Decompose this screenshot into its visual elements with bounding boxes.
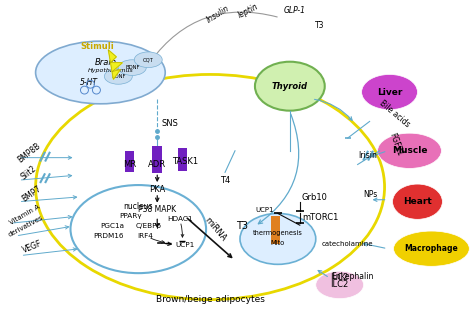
Text: C/EBPβ: C/EBPβ: [135, 223, 161, 229]
Text: ILC2: ILC2: [330, 273, 349, 282]
Text: leptin: leptin: [236, 2, 260, 20]
Ellipse shape: [392, 184, 442, 219]
Ellipse shape: [393, 231, 469, 266]
Text: T4: T4: [220, 176, 230, 185]
Text: PRDM16: PRDM16: [93, 233, 124, 239]
Polygon shape: [109, 50, 122, 79]
Text: Hypothalamus: Hypothalamus: [88, 68, 133, 73]
Text: IRF4: IRF4: [137, 233, 153, 239]
Bar: [152, 146, 162, 173]
Text: BMP8B: BMP8B: [16, 141, 42, 164]
Text: FGF21: FGF21: [388, 132, 404, 158]
Ellipse shape: [378, 133, 441, 168]
Text: catecholamine: catecholamine: [322, 241, 374, 247]
Text: Liver: Liver: [377, 88, 402, 97]
Text: VEGF: VEGF: [21, 239, 44, 255]
Text: T3: T3: [315, 21, 325, 30]
Bar: [271, 216, 280, 244]
Text: Brown/beige adipocytes: Brown/beige adipocytes: [155, 295, 264, 304]
Text: thermogenesis: thermogenesis: [253, 230, 303, 236]
Ellipse shape: [36, 41, 165, 104]
Text: ILC2: ILC2: [330, 280, 349, 290]
Text: Grb10: Grb10: [302, 193, 328, 202]
Text: Brain: Brain: [94, 58, 117, 67]
Text: Macrophage: Macrophage: [404, 244, 458, 253]
Text: CQT: CQT: [143, 57, 154, 62]
Ellipse shape: [118, 60, 146, 75]
Text: Muscle: Muscle: [392, 146, 427, 155]
Text: SNS: SNS: [162, 119, 179, 128]
Text: UCP1: UCP1: [255, 207, 274, 213]
Text: nucleus: nucleus: [124, 202, 153, 211]
Text: Thyroid: Thyroid: [272, 82, 308, 91]
Text: BMP7: BMP7: [20, 185, 43, 204]
Text: miRNA: miRNA: [202, 215, 228, 243]
Text: BDNF: BDNF: [111, 74, 126, 79]
Text: T3: T3: [236, 221, 248, 231]
Text: Irisin: Irisin: [359, 151, 378, 160]
Ellipse shape: [240, 213, 316, 264]
Text: Mito: Mito: [271, 240, 285, 246]
Bar: [125, 151, 134, 172]
Text: P38 MAPK: P38 MAPK: [138, 205, 176, 214]
Text: Slit2: Slit2: [19, 164, 38, 182]
Text: BDNF: BDNF: [125, 65, 139, 70]
Text: TASK1: TASK1: [172, 157, 198, 166]
Text: MR: MR: [123, 160, 136, 169]
Text: PKA: PKA: [149, 185, 165, 194]
Text: derivatives: derivatives: [8, 214, 45, 238]
Ellipse shape: [316, 271, 364, 299]
Text: Stimuli: Stimuli: [81, 42, 114, 51]
Text: NPs: NPs: [364, 190, 378, 199]
Text: 5-HT: 5-HT: [80, 78, 98, 87]
Text: Heart: Heart: [403, 197, 432, 206]
Ellipse shape: [104, 69, 132, 84]
Text: Bile acids: Bile acids: [378, 98, 411, 129]
Text: Enkephalin: Enkephalin: [332, 272, 374, 280]
Text: Insulin: Insulin: [205, 3, 231, 24]
Ellipse shape: [134, 52, 162, 68]
Text: UCP1: UCP1: [175, 242, 195, 248]
Text: GLP-1: GLP-1: [284, 6, 306, 15]
Ellipse shape: [255, 62, 325, 111]
Text: mTORC1: mTORC1: [302, 213, 338, 222]
Text: PGC1a: PGC1a: [100, 223, 124, 229]
Bar: [178, 148, 187, 171]
Text: Vitamin A: Vitamin A: [9, 204, 41, 226]
Text: HDAC1: HDAC1: [167, 216, 193, 222]
Text: ADR: ADR: [148, 160, 166, 169]
Ellipse shape: [362, 74, 418, 110]
Text: PPARγ: PPARγ: [119, 213, 142, 219]
